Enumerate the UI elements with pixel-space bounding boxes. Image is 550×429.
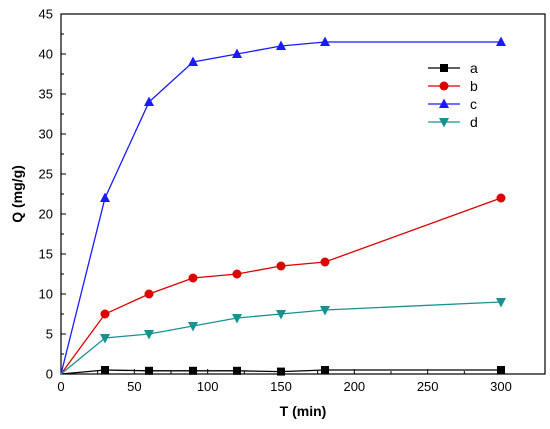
data-point-d (144, 330, 154, 340)
legend-marker (439, 118, 449, 128)
data-point-b (188, 273, 198, 283)
data-point-b (232, 269, 242, 279)
data-point-c (232, 48, 242, 58)
legend-label: a (470, 60, 478, 76)
legend-item-a: a (428, 60, 478, 76)
data-point-d (232, 314, 242, 324)
series-line-c (60, 41, 501, 375)
data-point-d (276, 310, 286, 320)
data-point-b (100, 309, 110, 319)
data-point-c (144, 96, 154, 106)
data-point-a (321, 366, 329, 374)
y-tick-label: 35 (39, 87, 53, 102)
data-point-a (145, 366, 153, 375)
x-axis-title: T (min) (280, 403, 327, 419)
data-point-b (276, 261, 286, 271)
legend-item-c: c (428, 96, 477, 112)
y-tick-label: 45 (39, 7, 53, 22)
y-axis: 0 5 10 15 20 25 30 35 40 45 (39, 7, 66, 382)
x-tick-label: 0 (57, 379, 64, 394)
legend-marker (440, 64, 448, 72)
data-point-c (188, 56, 198, 66)
series-layer (60, 36, 506, 376)
data-point-d (320, 306, 330, 316)
y-tick-label: 10 (39, 287, 53, 302)
x-tick-label: 300 (490, 379, 512, 394)
data-point-c (320, 36, 330, 46)
data-point-c (496, 36, 506, 46)
data-point-d (188, 322, 198, 332)
y-tick-label: 20 (39, 207, 53, 222)
series-a (60, 366, 505, 376)
y-tick-label: 25 (39, 167, 53, 182)
x-tick-label: 150 (270, 379, 292, 394)
x-tick-label: 100 (197, 379, 219, 394)
y-tick-label: 40 (39, 47, 53, 62)
data-point-d (100, 334, 110, 344)
legend-label: b (470, 78, 478, 94)
series-d (60, 298, 506, 375)
data-point-d (496, 298, 506, 308)
legend-marker (439, 98, 449, 108)
y-tick-label: 15 (39, 247, 53, 262)
y-axis-title: Q (mg/g) (9, 165, 25, 223)
data-point-c (276, 40, 286, 50)
legend-marker (439, 81, 449, 91)
y-tick-label: 0 (46, 367, 53, 382)
legend-item-b: b (428, 78, 478, 94)
legend-item-d: d (428, 114, 478, 130)
data-point-a (497, 366, 505, 374)
series-line-a (60, 369, 501, 375)
legend-label: c (470, 96, 477, 112)
data-point-a (101, 366, 109, 374)
y-tick-label: 5 (46, 327, 53, 342)
x-tick-label: 250 (417, 379, 439, 394)
series-c (60, 36, 506, 375)
data-point-b (496, 193, 506, 203)
data-point-a (277, 367, 285, 376)
series-b (60, 193, 506, 375)
data-point-a (233, 366, 241, 375)
data-point-a (189, 366, 197, 375)
y-tick-label: 30 (39, 127, 53, 142)
data-point-b (320, 257, 330, 267)
x-tick-label: 50 (127, 379, 141, 394)
legend-label: d (470, 114, 478, 130)
series-line-b (60, 197, 502, 375)
x-tick-label: 200 (343, 379, 365, 394)
data-point-c (100, 192, 110, 202)
series-line-d (60, 301, 502, 375)
data-point-b (144, 289, 154, 299)
